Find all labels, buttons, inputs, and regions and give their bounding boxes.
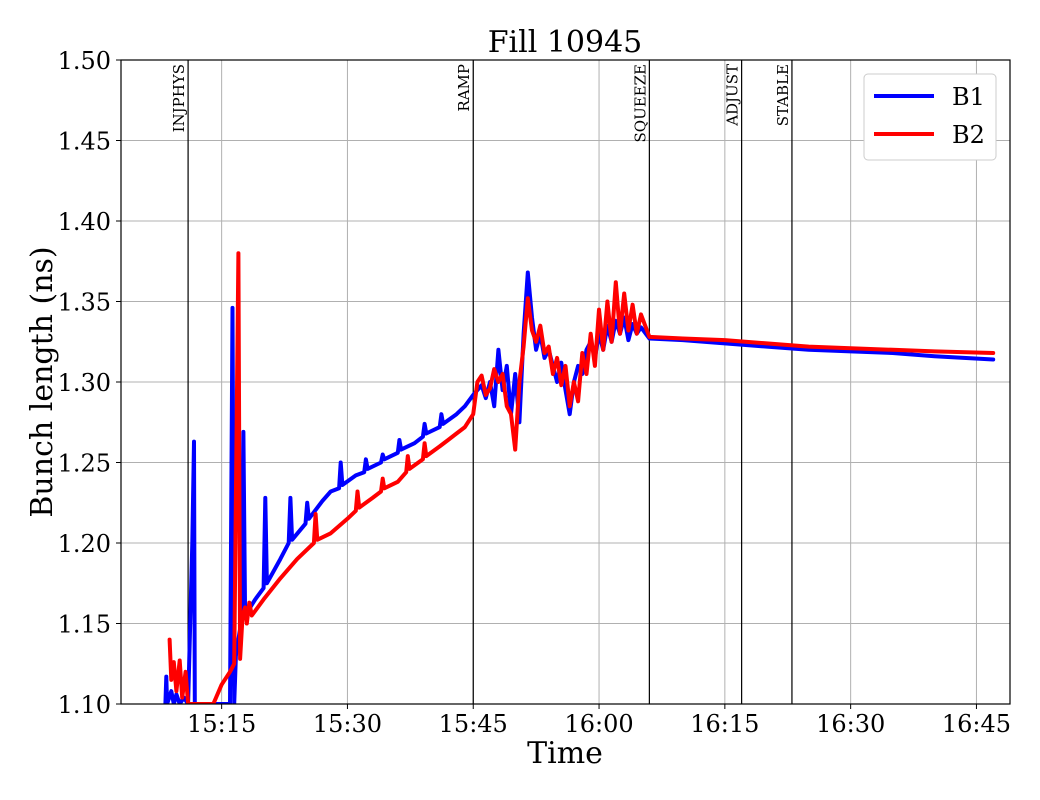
- series-line-b2: [167, 251, 996, 704]
- y-axis-title: Bunch length (ns): [25, 246, 60, 517]
- chart-title: Fill 10945: [488, 25, 643, 60]
- y-axis-ticks: 1.10 1.15 1.20 1.25 1.30 1.35 1.40 1.45 1.50: [58, 47, 121, 719]
- x-axis-title: Time: [527, 736, 603, 771]
- y-tick-label: 1.20: [58, 530, 111, 558]
- phase-label-adjust: ADJUST: [724, 64, 742, 127]
- y-tick-label: 1.35: [58, 289, 111, 317]
- y-tick-label: 1.15: [58, 611, 111, 639]
- legend-label-b1: B1: [952, 83, 985, 111]
- series-lines: [163, 251, 996, 704]
- phase-label-ramp: RAMP: [455, 64, 473, 112]
- y-tick-label: 1.50: [58, 47, 111, 75]
- y-tick-label: 1.30: [58, 369, 111, 397]
- phase-label-squeeze: SQUEEZE: [631, 64, 649, 143]
- x-tick-label: 15:30: [313, 710, 382, 738]
- legend-label-b2: B2: [952, 121, 985, 149]
- y-tick-label: 1.25: [58, 450, 111, 478]
- y-tick-label: 1.10: [58, 691, 111, 719]
- phase-label-stable: STABLE: [774, 64, 792, 126]
- x-axis-ticks: 15:15 15:30 15:45 16:00 16:15 16:30 16:45: [187, 704, 1011, 738]
- x-tick-label: 16:30: [816, 710, 885, 738]
- phase-markers: INJPHYS RAMP SQUEEZE ADJUST STABLE: [170, 60, 793, 704]
- x-tick-label: 15:45: [439, 710, 508, 738]
- x-tick-label: 15:15: [187, 710, 256, 738]
- phase-label-injphys: INJPHYS: [170, 64, 188, 132]
- x-tick-label: 16:45: [942, 710, 1011, 738]
- x-tick-label: 16:15: [690, 710, 759, 738]
- y-tick-label: 1.45: [58, 128, 111, 156]
- y-tick-label: 1.40: [58, 208, 111, 236]
- x-tick-label: 16:00: [564, 710, 633, 738]
